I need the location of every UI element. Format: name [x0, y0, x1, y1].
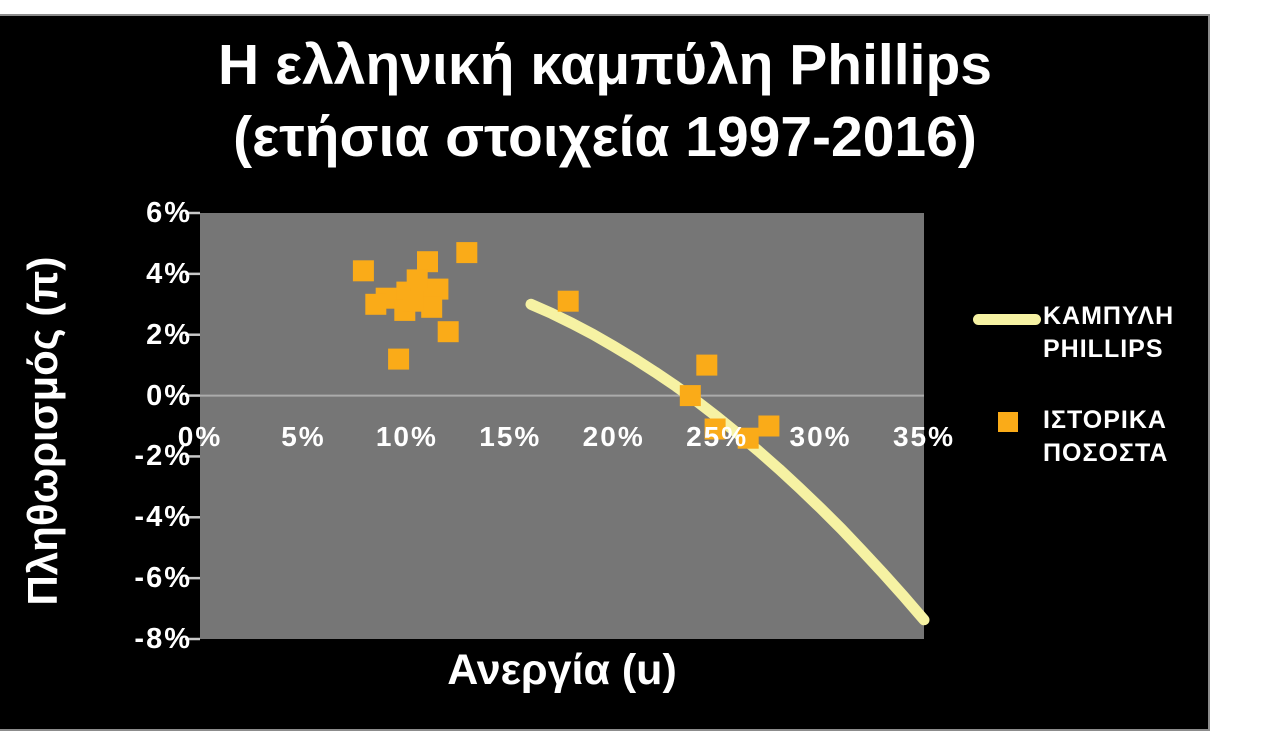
- scatter-point: [417, 251, 438, 273]
- scatter-point: [365, 293, 387, 315]
- scatter-point: [737, 427, 759, 449]
- y-tick-label: 6%: [146, 197, 192, 229]
- x-tick-label: 25%: [686, 421, 749, 452]
- scatter-point: [704, 418, 726, 440]
- y-axis-title: Πληθωρισμός (π): [19, 256, 66, 606]
- chart-title-line1: Η ελληνική καμπύλη Phillips: [218, 33, 992, 97]
- x-tick-label: 35%: [892, 421, 956, 452]
- y-tick-label: -2%: [134, 440, 192, 473]
- chart-title: Η ελληνική καμπύλη Phillips (ετήσια στοι…: [0, 30, 1210, 174]
- scatter-point: [352, 260, 374, 282]
- x-tick-label: 20%: [582, 421, 645, 452]
- scatter-point: [696, 354, 718, 376]
- legend-label-points-line1: ΙΣΤΟΡΙΚΑ: [1043, 406, 1167, 434]
- legend-label-points-line2: ΠΟΣΟΣΤΑ: [1043, 439, 1169, 467]
- y-tick-label: -4%: [134, 501, 192, 534]
- scatter-point: [758, 415, 780, 437]
- scatter-point: [388, 348, 410, 370]
- x-tick-label: 10%: [375, 421, 438, 452]
- x-tick-label: 0%: [177, 421, 223, 452]
- y-tick-label: 4%: [146, 257, 192, 290]
- legend-label-curve: ΚΑΜΠΥΛΗ PHILLIPS: [1043, 300, 1174, 366]
- legend-label-points: ΙΣΤΟΡΙΚΑ ΠΟΣΟΣΤΑ: [1043, 404, 1168, 470]
- scatter-point: [456, 242, 478, 264]
- legend-label-curve-line1: ΚΑΜΠΥΛΗ: [1043, 302, 1175, 330]
- phillips-curve-line: [525, 298, 930, 626]
- y-tick-label: -8%: [134, 623, 192, 655]
- x-axis-title: Ανεργία (u): [447, 646, 677, 694]
- y-tick-label: 0%: [146, 379, 192, 412]
- chart-title-line2: (ετήσια στοιχεία 1997-2016): [233, 104, 977, 169]
- plot-area: [200, 213, 924, 639]
- scatter-point: [421, 296, 443, 318]
- legend-label-curve-line2: PHILLIPS: [1043, 335, 1164, 363]
- x-tick-label: 15%: [479, 421, 542, 452]
- scatter-point: [427, 278, 449, 300]
- x-tick-label: 30%: [789, 421, 852, 452]
- scatter-point: [679, 385, 701, 407]
- legend-curve-swatch: [973, 314, 1041, 325]
- y-tick-label: 2%: [146, 318, 192, 351]
- scatter-point: [557, 290, 579, 312]
- x-tick-label: 5%: [281, 421, 326, 452]
- scatter-point: [402, 290, 424, 312]
- legend-points-swatch: [998, 412, 1018, 432]
- y-tick-label: -6%: [134, 562, 192, 595]
- scatter-point: [437, 321, 459, 343]
